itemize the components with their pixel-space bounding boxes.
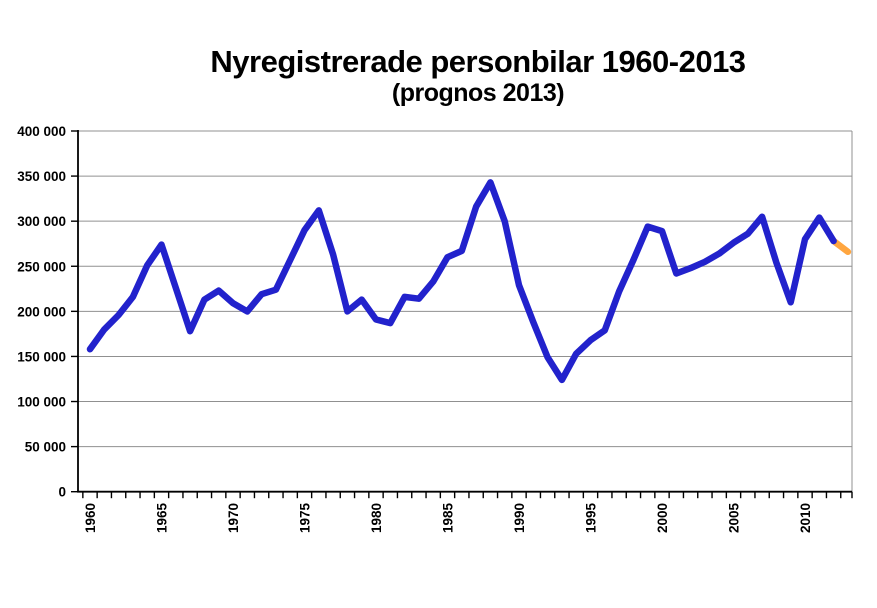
x-axis-tick-label: 1970: [226, 503, 241, 533]
x-axis-tick-label: 1965: [155, 503, 170, 534]
y-axis-tick-label: 250 000: [17, 259, 66, 274]
x-axis-tick-label: 1960: [83, 503, 98, 533]
registrations-line: [86, 179, 837, 384]
x-axis-tick-label: 2005: [727, 503, 742, 534]
y-axis-tick-label: 100 000: [17, 395, 66, 410]
x-axis-tick-label: 2010: [798, 503, 813, 533]
y-axis-tick-label: 0: [58, 485, 66, 500]
chart-subtitle: (prognos 2013): [391, 78, 565, 107]
y-axis-tick-label: 50 000: [25, 440, 66, 455]
y-axis-tick-label: 150 000: [17, 349, 66, 364]
y-axis-tick-label: 200 000: [17, 304, 66, 319]
x-axis-tick-label: 1985: [441, 503, 456, 534]
x-axis-tick-label: 2000: [655, 503, 670, 533]
y-axis-tick-label: 300 000: [17, 214, 66, 229]
x-axis-tick-label: 1980: [369, 503, 384, 533]
x-axis-tick-label: 1975: [298, 503, 313, 534]
chart-title: Nyregistrerade personbilar 1960-2013: [210, 44, 746, 79]
chart-title-block: Nyregistrerade personbilar 1960-2013 (pr…: [78, 44, 877, 107]
y-axis-tick-label: 400 000: [17, 124, 66, 139]
x-axis-tick-label: 1990: [512, 503, 527, 533]
x-axis-tick-label: 1995: [584, 503, 599, 534]
y-axis-tick-label: 350 000: [17, 169, 66, 184]
